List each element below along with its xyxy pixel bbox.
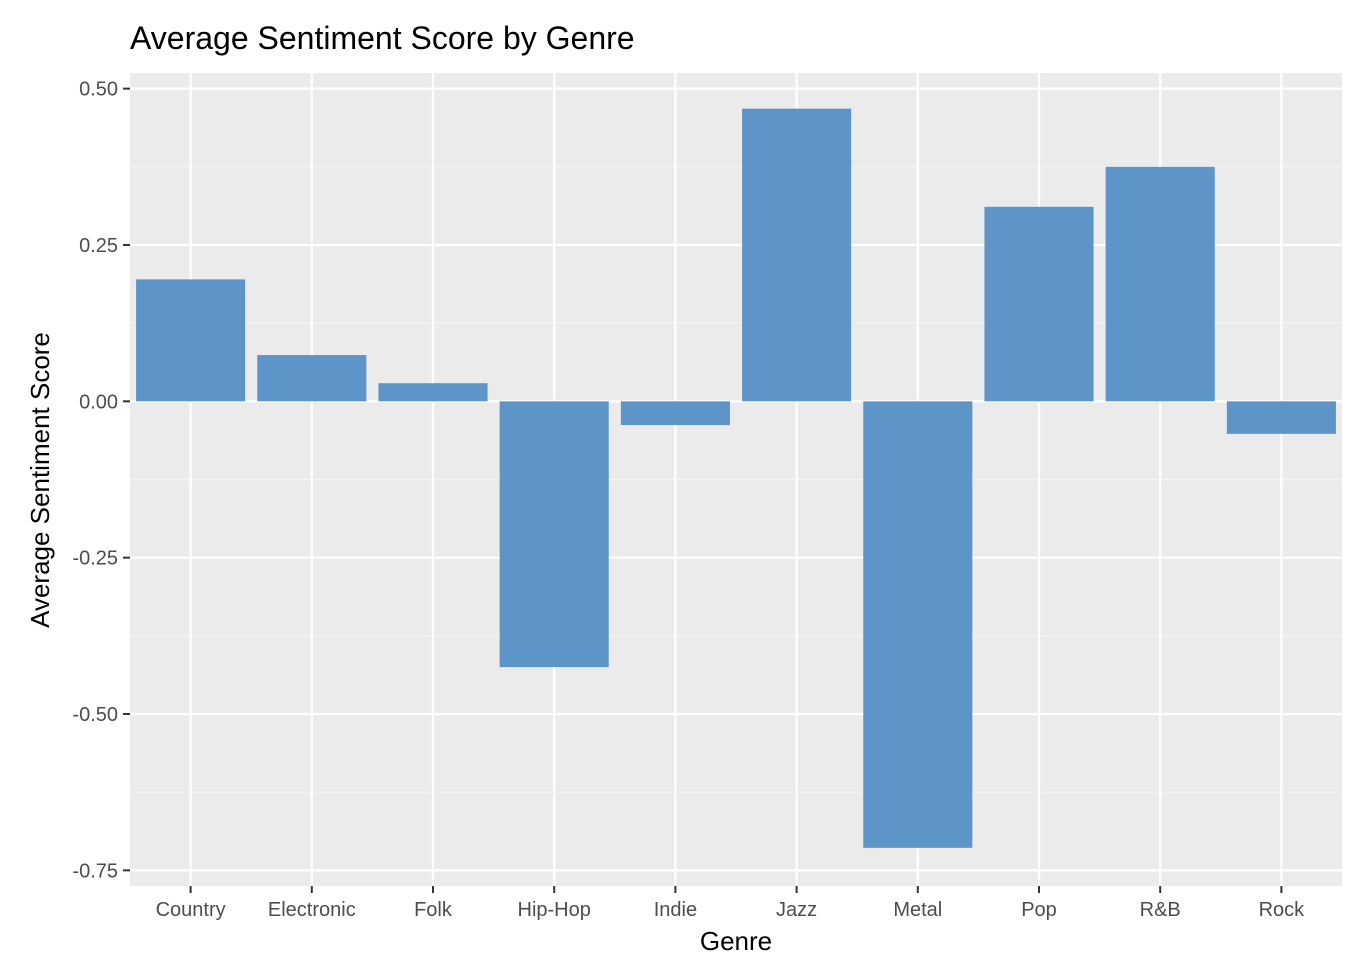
bar-metal (863, 401, 973, 848)
bar-jazz (742, 108, 852, 402)
x-tick-label: Indie (654, 899, 697, 921)
bars (136, 108, 1336, 848)
y-axis-title: Average Sentiment Score (25, 332, 55, 628)
x-tick-label: R&B (1140, 899, 1181, 921)
bar-rock (1226, 401, 1336, 434)
bar-hip-hop (499, 401, 609, 668)
y-tick-label: -0.50 (72, 704, 118, 726)
bar-pop (984, 206, 1094, 402)
bar-folk (378, 383, 488, 402)
x-axis-title: Genre (700, 926, 772, 956)
x-tick-label: Rock (1259, 899, 1306, 921)
y-tick-label: 0.25 (79, 235, 118, 257)
y-tick-label: -0.25 (72, 548, 118, 570)
bar-electronic (257, 355, 367, 402)
bar-indie (620, 401, 730, 426)
x-tick-label: Hip-Hop (518, 899, 591, 921)
y-tick-label: -0.75 (72, 860, 118, 882)
bar-country (136, 279, 246, 402)
bar-r-b (1105, 166, 1215, 402)
x-tick-label: Country (156, 899, 226, 921)
y-axis: 0.50 0.25 0.00 -0.25 -0.50 -0.75 (72, 79, 130, 882)
y-tick-label: 0.50 (79, 79, 118, 101)
x-axis: Country Electronic Folk Hip-Hop Indie Jazz Met… (156, 886, 1306, 921)
x-tick-label: Electronic (268, 899, 356, 921)
x-tick-label: Pop (1021, 899, 1057, 921)
x-tick-label: Jazz (776, 899, 817, 921)
chart-title: Average Sentiment Score by Genre (130, 20, 635, 56)
x-tick-label: Folk (414, 899, 453, 921)
x-tick-label: Metal (893, 899, 942, 921)
y-tick-label: 0.00 (79, 391, 118, 413)
